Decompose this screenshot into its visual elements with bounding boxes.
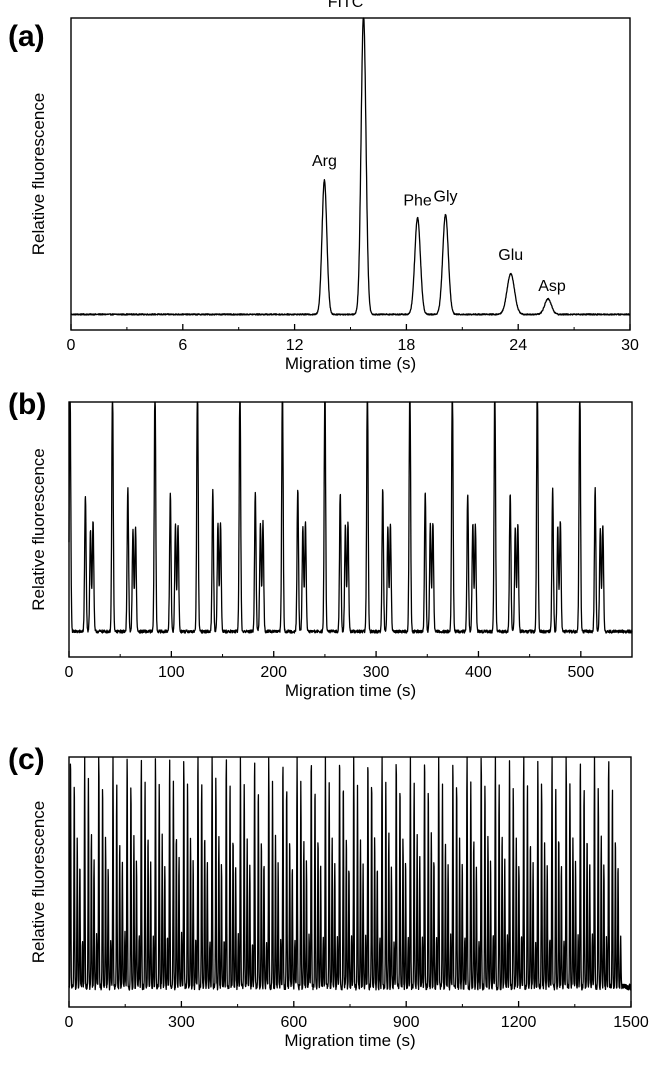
chromatogram-chart-b: (b) 0 100 200 300 400 500 Migration time (s) Rel… (8, 388, 633, 700)
x-tick-label: 300 (363, 664, 390, 681)
x-axis-label: Migration time (s) (284, 1031, 415, 1050)
peak-label: Glu (498, 247, 523, 264)
peak-label: Phe (403, 193, 432, 210)
signal-trace (68, 401, 633, 634)
signal-trace (68, 756, 632, 991)
x-tick-label: 100 (158, 664, 185, 681)
peak-label: Asp (538, 278, 566, 295)
chart-panel-a: (a) 0 6 12 18 24 30 Migration time (s) Relative … (0, 0, 651, 373)
peak-label: Arg (312, 153, 337, 170)
x-tick-label: 200 (260, 664, 287, 681)
x-tick-label: 18 (398, 337, 416, 354)
chromatogram-chart-a: (a) 0 6 12 18 24 30 Migration time (s) Relative … (8, 0, 639, 373)
panel-label: (a) (8, 20, 45, 53)
x-axis-label: Migration time (s) (285, 681, 416, 700)
x-tick-label: 30 (621, 337, 639, 354)
x-tick-label: 0 (67, 337, 76, 354)
x-tick-label: 24 (509, 337, 527, 354)
y-axis-label: Relative fluorescence (29, 801, 48, 964)
signal-trace (70, 17, 631, 316)
panel-label: (c) (8, 743, 45, 776)
x-tick-label: 0 (65, 1014, 74, 1031)
x-tick-label: 900 (393, 1014, 420, 1031)
x-axis-label: Migration time (s) (285, 354, 416, 373)
chart-panel-b: (b) 0 100 200 300 400 500 Migration time (s) Rel… (0, 360, 651, 735)
x-tick-label: 6 (178, 337, 187, 354)
x-tick-label: 600 (280, 1014, 307, 1031)
x-tick-label: 1200 (501, 1014, 537, 1031)
chart-panel-c: (c) 0 300 600 900 1200 1500 Migration time (s) R… (0, 735, 651, 1076)
x-tick-label: 300 (168, 1014, 195, 1031)
x-tick-label: 0 (65, 664, 74, 681)
peak-label: FITC (328, 0, 364, 11)
y-axis-label: Relative fluorescence (29, 448, 48, 611)
chromatogram-chart-c: (c) 0 300 600 900 1200 1500 Migration time (s) R… (8, 743, 649, 1050)
peak-label: Gly (434, 189, 458, 206)
x-tick-label: 12 (286, 337, 304, 354)
plot-frame (68, 401, 633, 658)
x-tick-label: 400 (465, 664, 492, 681)
x-tick-label: 1500 (613, 1014, 649, 1031)
x-tick-label: 500 (567, 664, 594, 681)
y-axis-label: Relative fluorescence (29, 93, 48, 256)
panel-label: (b) (8, 388, 46, 421)
